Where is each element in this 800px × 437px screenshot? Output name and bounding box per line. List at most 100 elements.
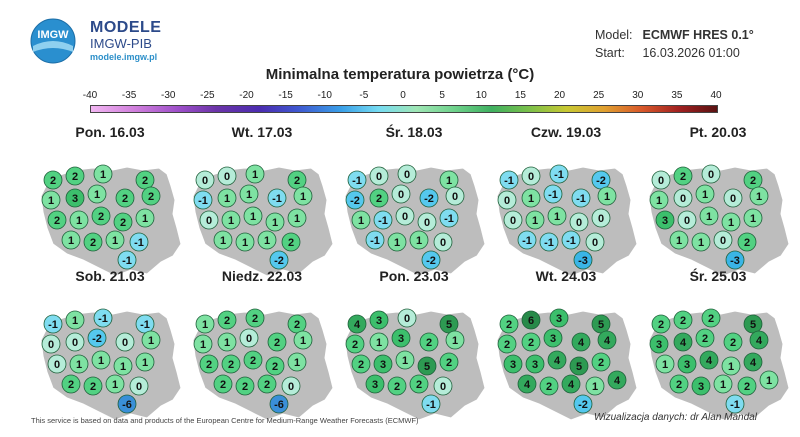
marker-value: 1 [120,361,126,373]
temperature-marker: 2 [221,354,241,374]
marker-circle [497,334,517,354]
temperature-marker: -2 [421,250,441,270]
marker-circle [281,232,301,252]
marker-value: 1 [604,191,610,203]
marker-value: 2 [376,193,382,205]
marker-circle [351,210,371,230]
marker-value: 3 [656,339,662,351]
marker-circle [141,186,161,206]
temperature-marker: 0 [281,376,301,396]
marker-value: 0 [224,171,230,183]
marker-circle [347,170,367,190]
temperature-marker: -1 [439,208,459,228]
brand-block: MODELE IMGW-PIB modele.imgw.pl [90,19,161,63]
marker-value: 2 [358,359,364,371]
temperature-marker: 0 [369,166,389,186]
brand-url[interactable]: modele.imgw.pl [90,52,158,62]
marker-circle [673,310,693,330]
map-panel: Pon. 23.03 4 3 0 5 2 1 3 2 1 2 3 1 5 2 3 2 2 0 -1 [334,268,494,421]
marker-circle [725,250,745,270]
temperature-marker: 2 [723,332,743,352]
marker-circle [713,374,733,394]
marker-circle [287,352,307,372]
marker-value: 1 [394,237,400,249]
temperature-marker: -2 [87,328,107,348]
marker-circle [395,350,415,370]
marker-value: 3 [556,313,562,325]
temperature-marker: 2 [439,352,459,372]
temperature-marker: 2 [673,310,693,330]
marker-value: 2 [352,339,358,351]
temperature-marker: 1 [699,206,719,226]
marker-value: 0 [54,359,60,371]
temperature-marker: 2 [351,354,371,374]
temperature-marker: 0 [521,166,541,186]
temperature-marker: 0 [239,328,259,348]
marker-circle [397,308,417,328]
temperature-marker: -1 [117,250,137,270]
marker-circle [725,394,745,414]
temperature-marker: 1 [743,208,763,228]
temperature-marker: 1 [351,210,371,230]
marker-circle [549,308,569,328]
marker-circle [65,188,85,208]
temperature-marker: 4 [597,330,617,350]
marker-circle [117,394,137,414]
temperature-marker: 1 [649,190,669,210]
marker-value: -2 [92,333,102,345]
colorbar-tick: 10 [475,90,487,101]
marker-circle [673,166,693,186]
marker-circle [287,208,307,228]
poland-map: 0 2 0 21 0 1 0 13 0 1 1 11 1 0 2-3 [648,164,790,277]
temperature-marker: 2 [521,332,541,352]
marker-value: 1 [300,335,306,347]
marker-value: 1 [228,215,234,227]
temperature-marker: 1 [369,332,389,352]
marker-circle [235,376,255,396]
marker-value: 1 [246,189,252,201]
marker-circle [195,170,215,190]
marker-value: 2 [242,381,248,393]
marker-circle [655,210,675,230]
marker-value: 3 [380,359,386,371]
marker-value: -1 [504,175,514,187]
marker-circle [547,350,567,370]
temperature-marker: 1 [585,376,605,396]
temperature-marker: 2 [199,354,219,374]
temperature-marker: 1 [61,230,81,250]
temperature-marker: 1 [721,356,741,376]
marker-value: 0 [72,337,78,349]
marker-value: 4 [750,357,757,369]
marker-value: 2 [294,175,300,187]
temperature-marker: 0 [115,332,135,352]
marker-value: 1 [376,337,382,349]
marker-circle [265,356,285,376]
panel-date: Czw. 19.03 [530,124,602,140]
marker-circle [539,376,559,396]
marker-circle [597,186,617,206]
marker-value: 1 [76,359,82,371]
marker-circle [135,208,155,228]
temperature-marker: -1 [571,188,591,208]
map-panel: Śr. 25.03 2 2 2 5 3 4 2 2 4 1 3 4 1 4 2 3 1 2 1 -1 [638,268,798,421]
temperature-marker: 2 [141,186,161,206]
marker-value: 1 [242,237,248,249]
map-panel: Wt. 24.03 2 6 3 5 2 2 3 4 4 3 3 4 5 2 4 2 4 1 4 -2 [486,268,646,421]
marker-value: -1 [576,193,586,205]
temperature-marker: 1 [141,330,161,350]
marker-value: 1 [358,215,364,227]
temperature-marker: 0 [673,188,693,208]
marker-value: 2 [680,171,686,183]
marker-value: 4 [578,337,585,349]
temperature-marker: 1 [547,206,567,226]
poland-map: -1 1 -1 -10 0 -2 0 10 1 1 1 12 2 1 0-6 [40,308,182,421]
marker-value: -1 [352,175,362,187]
marker-value: 2 [272,361,278,373]
marker-circle [387,376,407,396]
marker-value: -1 [554,169,564,181]
colorbar-tick: 15 [514,90,526,101]
marker-circle [723,332,743,352]
marker-circle [569,356,589,376]
temperature-marker: -1 [43,314,63,334]
marker-value: 2 [702,333,708,345]
